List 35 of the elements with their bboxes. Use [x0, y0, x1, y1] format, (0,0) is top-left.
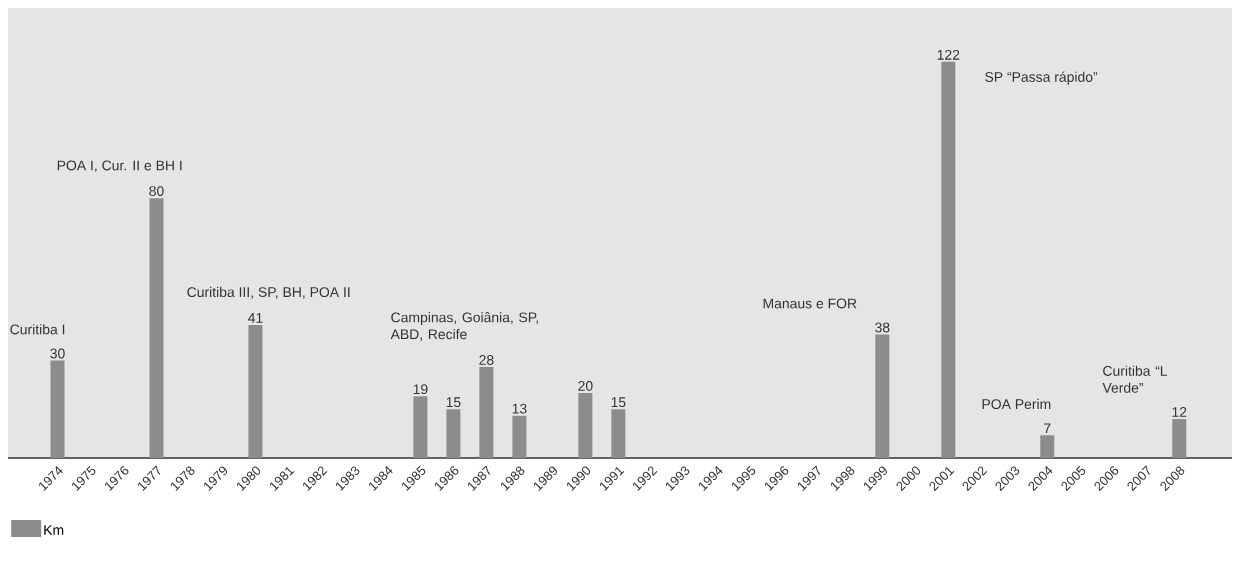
bar: [875, 334, 890, 458]
data-label: 80: [149, 186, 164, 197]
annotation: Curitiba III, SP, BH, POA II: [187, 286, 350, 299]
data-label: 13: [512, 403, 527, 414]
data-label: 28: [479, 355, 494, 365]
annotation: POA Perim: [982, 398, 1051, 410]
data-label: 12: [1172, 407, 1187, 417]
bar: [149, 198, 164, 458]
annotation: Curitiba “L Verde”: [1102, 365, 1168, 393]
annotation: Manaus e FOR: [763, 298, 857, 309]
data-label: 7: [1044, 423, 1051, 434]
bar: [611, 409, 626, 458]
annotation: SP “Passa rápido”: [985, 71, 1098, 85]
bar: [1172, 419, 1187, 458]
bar: [1040, 435, 1055, 458]
data-label: 30: [50, 348, 65, 359]
data-label: 15: [611, 397, 626, 408]
data-label: 38: [875, 322, 890, 333]
data-label: 122: [937, 49, 960, 60]
bar: [50, 360, 65, 458]
bar: [446, 409, 461, 458]
bar: [512, 415, 527, 458]
legend-label: Km: [44, 525, 64, 535]
bar: [941, 61, 956, 458]
annotation: Campinas, Goiânia, SP, ABD, Recife: [390, 312, 538, 341]
bar: [413, 396, 428, 458]
data-label: 15: [446, 397, 461, 408]
bar: [578, 393, 593, 458]
annotation: Curitiba I: [10, 324, 65, 335]
bar: [479, 367, 494, 458]
data-label: 19: [413, 384, 428, 395]
bar: [248, 324, 263, 458]
data-label: 20: [578, 380, 593, 391]
data-label: 41: [248, 313, 263, 323]
annotation: POA I, Cur. II e BH I: [57, 160, 182, 173]
